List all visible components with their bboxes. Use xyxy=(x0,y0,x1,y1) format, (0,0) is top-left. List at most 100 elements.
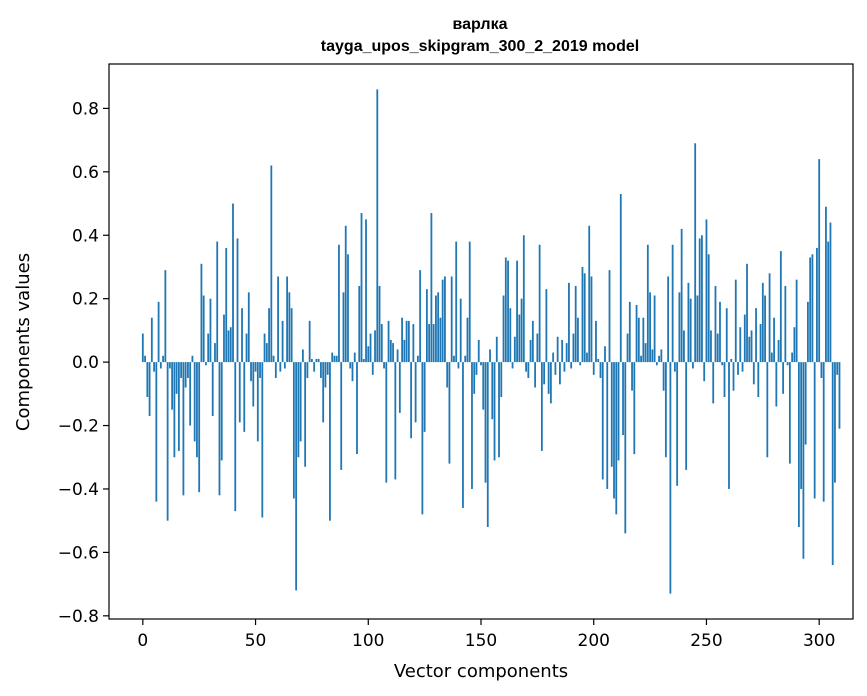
bar xyxy=(245,333,248,363)
bar xyxy=(457,362,460,369)
bar xyxy=(793,327,796,363)
bar xyxy=(365,219,367,363)
bar xyxy=(450,276,453,363)
bar xyxy=(683,330,685,363)
bar xyxy=(335,355,338,363)
bar xyxy=(513,336,516,363)
bar xyxy=(531,320,534,363)
bar xyxy=(773,317,775,363)
bar xyxy=(797,362,800,528)
bar xyxy=(403,339,406,363)
bar xyxy=(685,362,688,470)
bar xyxy=(482,362,485,410)
bar xyxy=(281,320,284,363)
bar xyxy=(836,362,839,375)
bar xyxy=(157,301,160,363)
bar xyxy=(545,289,548,363)
bar xyxy=(669,362,672,594)
bar xyxy=(622,362,624,436)
bar xyxy=(825,206,827,363)
y-tick-label: 0.6 xyxy=(72,163,99,183)
bar xyxy=(741,362,744,372)
bar xyxy=(561,339,564,363)
bar xyxy=(173,362,176,458)
bar xyxy=(766,362,769,458)
bar xyxy=(446,362,449,388)
bar xyxy=(750,330,753,363)
y-tick-label: −0.6 xyxy=(58,543,99,563)
bar xyxy=(362,358,365,363)
bar xyxy=(719,301,721,363)
bar xyxy=(770,352,773,363)
y-tick-label: −0.2 xyxy=(58,417,99,437)
bar xyxy=(448,362,451,464)
bar xyxy=(755,308,757,363)
bar xyxy=(344,225,347,363)
bar xyxy=(322,362,325,423)
bar xyxy=(734,279,737,363)
y-tick-label: 0.8 xyxy=(72,99,99,119)
bar xyxy=(189,362,192,426)
bar xyxy=(721,362,724,366)
bar xyxy=(376,89,379,363)
bar xyxy=(279,362,282,372)
bar xyxy=(268,308,270,363)
bar xyxy=(229,327,232,363)
bar xyxy=(617,362,620,461)
bar xyxy=(671,244,674,363)
bar xyxy=(597,358,600,363)
bar xyxy=(324,362,327,388)
bar xyxy=(644,343,647,363)
bar xyxy=(211,362,214,417)
bar xyxy=(306,362,309,378)
bar xyxy=(813,362,816,499)
bar xyxy=(604,346,606,363)
bar xyxy=(241,308,243,363)
bar xyxy=(673,362,676,372)
bar xyxy=(775,362,778,407)
bar xyxy=(489,349,491,363)
bar xyxy=(536,333,539,363)
x-axis-ticks: 0 50 100 150 200 250 300 xyxy=(137,619,835,651)
bar xyxy=(743,314,746,363)
bar xyxy=(202,295,205,363)
bar xyxy=(367,346,370,363)
x-tick-label: 100 xyxy=(352,631,384,651)
bar xyxy=(227,330,230,363)
bar xyxy=(270,165,273,363)
bar xyxy=(371,362,374,375)
bar xyxy=(333,355,336,363)
bar xyxy=(802,362,805,559)
bar xyxy=(214,343,216,363)
bar xyxy=(816,247,818,363)
bar xyxy=(761,282,764,363)
bar xyxy=(516,260,518,363)
chart-title: варлка xyxy=(453,16,508,33)
bar xyxy=(552,352,555,363)
bar xyxy=(782,362,785,394)
bar xyxy=(209,298,212,363)
bar xyxy=(405,320,408,363)
bar xyxy=(290,308,293,363)
bar xyxy=(549,362,552,404)
bar xyxy=(308,320,311,363)
bar xyxy=(635,305,638,363)
bar xyxy=(326,362,329,375)
bar xyxy=(725,308,728,363)
bar xyxy=(441,279,444,363)
bar xyxy=(628,301,631,363)
bar xyxy=(757,362,760,397)
bar xyxy=(484,362,487,483)
bar xyxy=(317,358,320,363)
bar xyxy=(820,362,823,378)
bar xyxy=(428,324,431,363)
bar xyxy=(626,333,629,363)
bar xyxy=(148,362,151,417)
x-tick-label: 0 xyxy=(137,631,148,651)
bar xyxy=(437,292,440,363)
bar xyxy=(791,352,794,363)
bar xyxy=(728,362,730,489)
bar xyxy=(353,352,356,363)
bar xyxy=(439,317,442,363)
